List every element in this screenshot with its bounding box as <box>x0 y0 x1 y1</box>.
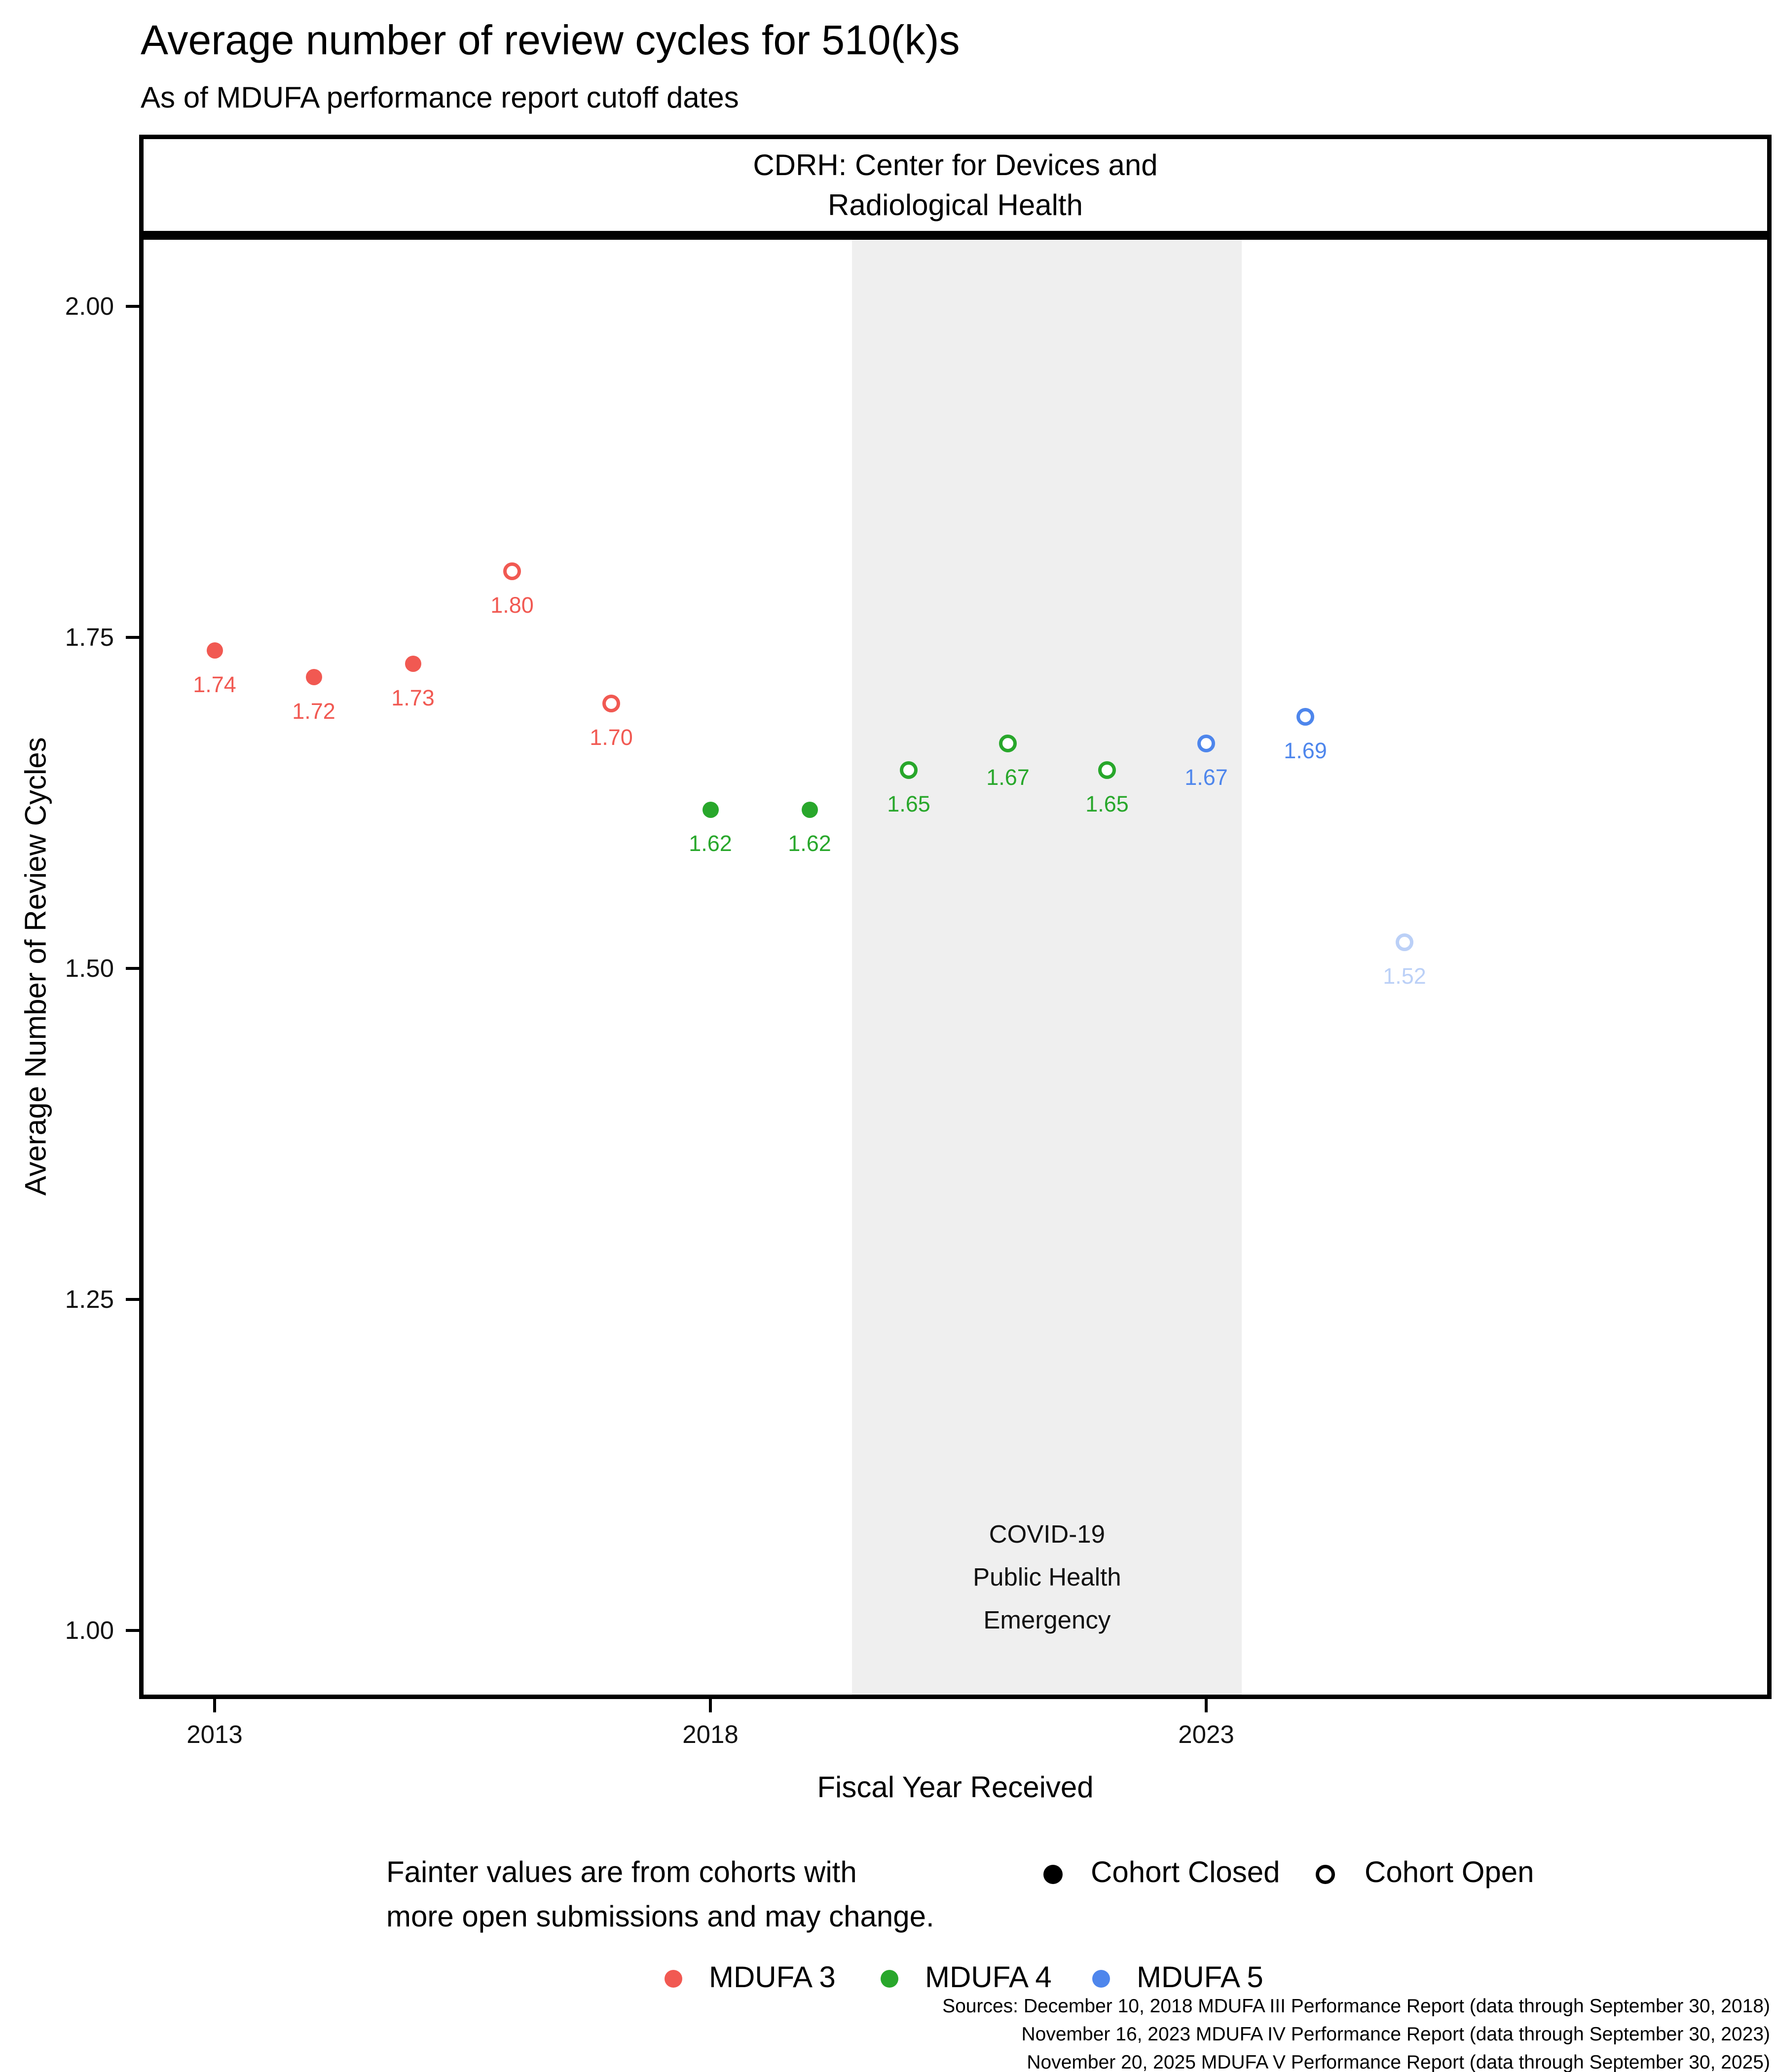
legend-label-mdufa-3: MDUFA 3 <box>709 1961 836 1994</box>
y-tick-label: 1.00 <box>65 1616 114 1645</box>
cohort-open-marker-icon <box>1316 1865 1335 1884</box>
y-tick-mark <box>126 967 139 970</box>
legend-caption: Fainter values are from cohorts with mor… <box>386 1855 934 1933</box>
x-axis-title: Fiscal Year Received <box>817 1771 1094 1804</box>
chart-subtitle: As of MDUFA performance report cutoff da… <box>141 81 739 114</box>
y-tick-mark <box>126 636 139 639</box>
y-tick-mark <box>126 1629 139 1632</box>
y-tick-label: 2.00 <box>65 292 114 320</box>
y-axis-title: Average Number of Review Cycles <box>19 737 52 1196</box>
legend-label-mdufa-5: MDUFA 5 <box>1137 1961 1263 1994</box>
x-tick-mark <box>1205 1699 1208 1712</box>
y-tick-mark <box>126 305 139 308</box>
mdufa-5-marker-icon <box>1092 1970 1110 1988</box>
covid-band: COVID-19 Public Health Emergency <box>852 240 1242 1695</box>
y-tick-label: 1.25 <box>65 1285 114 1314</box>
y-tick-mark <box>126 1298 139 1301</box>
y-tick-label: 1.75 <box>65 623 114 652</box>
mdufa-4-marker-icon <box>881 1970 898 1988</box>
chart-title: Average number of review cycles for 510(… <box>141 17 960 63</box>
x-tick-mark <box>213 1699 216 1712</box>
sources-note: Sources: December 10, 2018 MDUFA III Per… <box>942 1996 1770 2072</box>
legend-label-cohort-closed: Cohort Closed <box>1091 1855 1280 1888</box>
plot-panel: COVID-19 Public Health Emergency <box>139 235 1772 1699</box>
mdufa-3-marker-icon <box>665 1970 682 1988</box>
x-axis-title-wrap: Fiscal Year Received <box>0 1770 1776 1804</box>
facet-strip-label: CDRH: Center for Devices and Radiologica… <box>753 148 1158 222</box>
legend-label-cohort-open: Cohort Open <box>1365 1855 1534 1888</box>
facet-strip: CDRH: Center for Devices and Radiologica… <box>139 135 1772 235</box>
legend-label-mdufa-4: MDUFA 4 <box>925 1961 1052 1994</box>
x-tick-mark <box>709 1699 712 1712</box>
covid-band-label: COVID-19 Public Health Emergency <box>973 1520 1121 1634</box>
x-tick-label: 2023 <box>1178 1720 1234 1748</box>
cohort-closed-marker-icon <box>1043 1865 1063 1884</box>
x-tick-label: 2013 <box>186 1720 243 1748</box>
x-tick-label: 2018 <box>682 1720 739 1748</box>
